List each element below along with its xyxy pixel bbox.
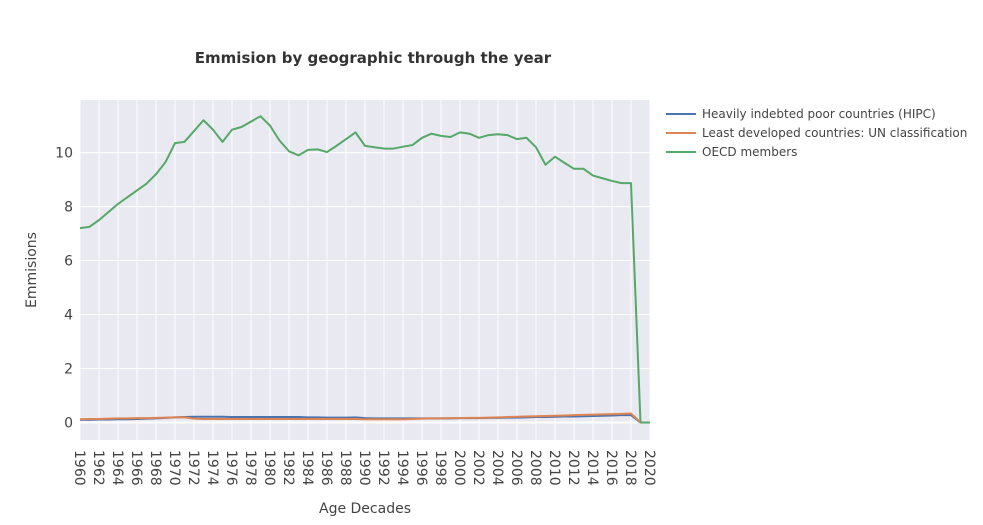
legend-item[interactable]: Least developed countries: UN classifica…	[666, 126, 967, 140]
chart-title: Emmision by geographic through the year	[195, 49, 552, 67]
x-tick-label: 2012	[565, 450, 581, 486]
y-tick-label: 8	[64, 200, 73, 216]
series-lines	[79, 115, 650, 424]
legend-item[interactable]: Heavily indebted poor countries (HIPC)	[666, 107, 936, 121]
x-tick-label: 2016	[603, 450, 619, 486]
x-tick-label: 2002	[470, 450, 486, 486]
y-tick-label: 10	[55, 146, 73, 162]
x-tick-label: 1978	[242, 450, 258, 486]
x-tick-label: 1994	[394, 450, 410, 486]
x-axis-title: Age Decades	[319, 501, 411, 517]
x-tick-label: 1988	[337, 450, 353, 486]
legend[interactable]: Heavily indebted poor countries (HIPC) Le…	[666, 107, 967, 159]
x-tick-label: 1982	[280, 450, 296, 486]
y-tick-label: 2	[64, 361, 73, 377]
x-tick-label: 1970	[166, 450, 182, 486]
x-tick-label: 2010	[546, 450, 562, 486]
x-tick-label: 2014	[584, 450, 600, 486]
legend-label: Least developed countries: UN classifica…	[702, 126, 967, 140]
y-tick-label: 4	[64, 308, 73, 324]
legend-label: OECD members	[702, 145, 797, 159]
x-tick-label: 1964	[109, 450, 125, 486]
y-axis-title: Emmisions	[24, 232, 40, 308]
x-tick-label: 2006	[508, 450, 524, 486]
x-tick-label: 2018	[622, 450, 638, 486]
legend-item[interactable]: OECD members	[666, 145, 797, 159]
x-tick-label: 1972	[185, 450, 201, 486]
x-tick-label: 2008	[527, 450, 543, 486]
series-line	[79, 412, 650, 424]
y-tick-label: 0	[64, 415, 73, 431]
x-tick-label: 1980	[261, 450, 277, 486]
x-tick-label: 1998	[432, 450, 448, 486]
x-tick-label: 1976	[223, 450, 239, 486]
x-tick-label: 1962	[90, 450, 106, 486]
x-tick-label: 1984	[299, 450, 315, 486]
x-tick-label: 1966	[128, 450, 144, 486]
x-tick-label: 1968	[147, 450, 163, 486]
x-tick-label: 1974	[204, 450, 220, 486]
x-tick-label: 1960	[71, 450, 87, 486]
grid-lines	[79, 100, 651, 440]
x-tick-label: 1996	[413, 450, 429, 486]
x-tick-label: 2020	[641, 450, 657, 486]
x-tick-label: 2004	[489, 450, 505, 486]
x-tick-label: 1986	[318, 450, 334, 486]
x-tick-labels: 1960 1962 1964 1966 1968 1970 1972 1974 1976 1978…	[71, 450, 657, 486]
legend-label: Heavily indebted poor countries (HIPC)	[702, 107, 936, 121]
x-tick-label: 1992	[375, 450, 391, 486]
series-line	[79, 115, 650, 424]
x-tick-label: 2000	[451, 450, 467, 486]
x-tick-label: 1990	[356, 450, 372, 486]
y-tick-label: 6	[64, 254, 73, 270]
y-tick-labels: 0 2 4 6 8 10	[55, 146, 73, 432]
